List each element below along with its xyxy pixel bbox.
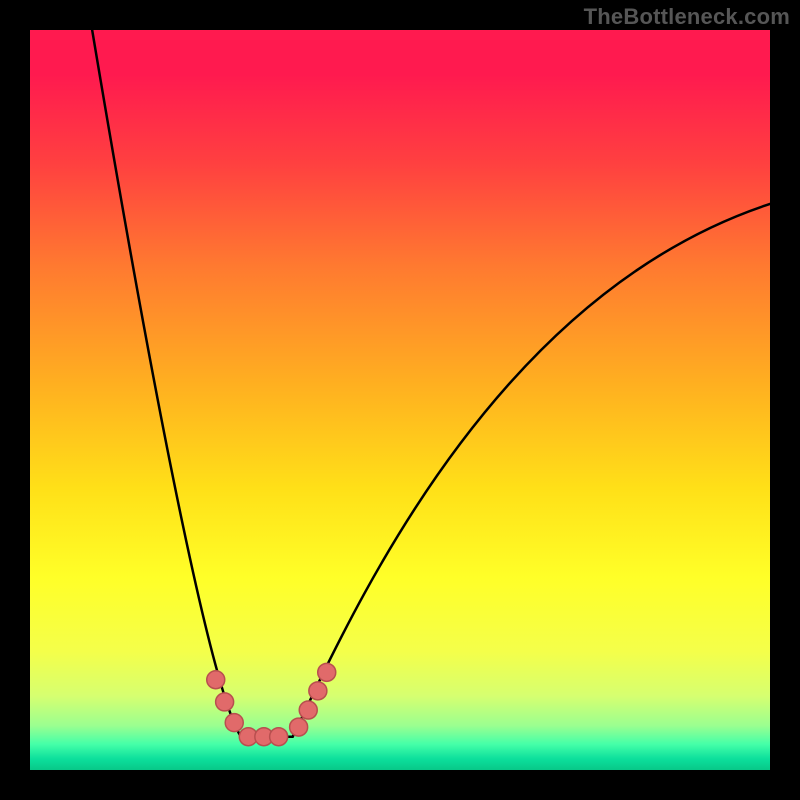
gradient-background [30, 30, 770, 770]
watermark-text: TheBottleneck.com [584, 4, 790, 30]
data-marker [309, 682, 327, 700]
data-marker [318, 663, 336, 681]
data-marker [216, 693, 234, 711]
data-marker [299, 701, 317, 719]
bottleneck-chart [0, 0, 800, 800]
frame-border [770, 0, 800, 800]
data-marker [270, 728, 288, 746]
data-marker [225, 714, 243, 732]
frame-border [0, 0, 30, 800]
data-marker [207, 671, 225, 689]
data-marker [290, 718, 308, 736]
frame-border [0, 770, 800, 800]
